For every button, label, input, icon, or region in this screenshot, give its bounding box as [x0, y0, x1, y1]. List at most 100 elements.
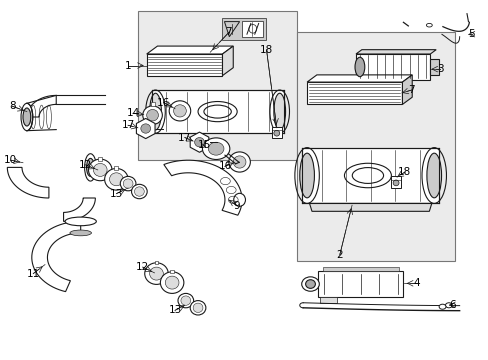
- Text: 18: 18: [397, 167, 411, 177]
- Polygon shape: [27, 95, 56, 117]
- Polygon shape: [63, 198, 95, 221]
- Ellipse shape: [190, 301, 205, 315]
- Bar: [242, 21, 262, 37]
- Ellipse shape: [228, 152, 250, 172]
- Bar: [114, 166, 118, 170]
- Text: 8: 8: [9, 101, 16, 111]
- Text: 16: 16: [157, 98, 170, 108]
- Text: 16: 16: [218, 161, 231, 171]
- Text: 14: 14: [126, 108, 140, 118]
- Polygon shape: [32, 221, 81, 292]
- Ellipse shape: [23, 108, 31, 126]
- Bar: [138, 11, 296, 160]
- Ellipse shape: [131, 184, 147, 199]
- Polygon shape: [151, 90, 283, 133]
- Ellipse shape: [21, 103, 33, 131]
- Ellipse shape: [178, 293, 193, 308]
- Polygon shape: [317, 271, 403, 297]
- Text: 7: 7: [407, 85, 414, 95]
- Ellipse shape: [233, 156, 245, 168]
- Text: 9: 9: [233, 201, 240, 211]
- Text: 15: 15: [197, 140, 211, 150]
- Text: 17: 17: [178, 132, 191, 143]
- Ellipse shape: [173, 105, 186, 117]
- Bar: [154, 261, 158, 264]
- Polygon shape: [390, 176, 400, 188]
- Ellipse shape: [149, 267, 163, 280]
- Polygon shape: [402, 75, 411, 104]
- Ellipse shape: [142, 106, 162, 125]
- Bar: [98, 157, 102, 161]
- Ellipse shape: [426, 23, 431, 27]
- Polygon shape: [7, 167, 49, 198]
- Ellipse shape: [299, 153, 314, 198]
- Ellipse shape: [305, 280, 315, 288]
- Text: 12: 12: [79, 160, 92, 170]
- Ellipse shape: [438, 304, 445, 309]
- Ellipse shape: [203, 105, 231, 118]
- Text: 2: 2: [336, 249, 343, 260]
- Text: 13: 13: [109, 189, 123, 199]
- Polygon shape: [146, 46, 233, 54]
- Ellipse shape: [88, 159, 112, 181]
- Ellipse shape: [109, 173, 123, 186]
- Text: 3: 3: [436, 64, 443, 74]
- Ellipse shape: [208, 142, 224, 155]
- Ellipse shape: [120, 176, 136, 191]
- Text: 10: 10: [4, 155, 17, 165]
- Ellipse shape: [445, 303, 451, 308]
- Bar: [297, 32, 454, 261]
- Polygon shape: [355, 50, 435, 54]
- Bar: [170, 270, 174, 273]
- Ellipse shape: [123, 179, 133, 188]
- Polygon shape: [320, 297, 337, 303]
- Ellipse shape: [426, 153, 441, 198]
- Ellipse shape: [198, 102, 237, 122]
- Bar: [322, 267, 398, 271]
- Ellipse shape: [165, 276, 179, 289]
- Ellipse shape: [273, 93, 285, 130]
- Text: 18: 18: [259, 45, 273, 55]
- Ellipse shape: [144, 263, 168, 284]
- Ellipse shape: [86, 158, 94, 176]
- Ellipse shape: [134, 187, 144, 196]
- Text: 17: 17: [121, 120, 135, 130]
- Bar: [150, 102, 154, 106]
- Polygon shape: [190, 132, 208, 152]
- Ellipse shape: [351, 168, 383, 184]
- Bar: [222, 18, 265, 40]
- Ellipse shape: [194, 138, 204, 147]
- Text: 1: 1: [124, 60, 131, 71]
- Polygon shape: [146, 54, 222, 76]
- Ellipse shape: [181, 296, 190, 305]
- Polygon shape: [163, 160, 242, 215]
- Text: 13: 13: [168, 305, 182, 315]
- Text: 4: 4: [412, 278, 419, 288]
- Polygon shape: [136, 118, 155, 139]
- Ellipse shape: [344, 163, 390, 188]
- Text: 7: 7: [225, 27, 232, 37]
- Polygon shape: [306, 82, 402, 104]
- Text: 11: 11: [26, 269, 40, 279]
- Ellipse shape: [202, 138, 229, 159]
- Ellipse shape: [141, 124, 150, 133]
- Text: 12: 12: [136, 262, 149, 272]
- Ellipse shape: [273, 130, 279, 136]
- Polygon shape: [355, 54, 429, 80]
- Ellipse shape: [65, 217, 96, 226]
- Polygon shape: [302, 148, 438, 203]
- Ellipse shape: [169, 101, 190, 121]
- Ellipse shape: [233, 193, 245, 206]
- Polygon shape: [222, 46, 233, 76]
- Ellipse shape: [84, 154, 96, 181]
- Ellipse shape: [93, 163, 107, 176]
- Ellipse shape: [70, 230, 91, 236]
- Ellipse shape: [301, 277, 319, 291]
- Ellipse shape: [354, 57, 364, 77]
- Ellipse shape: [146, 109, 158, 121]
- Polygon shape: [429, 59, 438, 75]
- Ellipse shape: [193, 303, 203, 312]
- Ellipse shape: [149, 93, 161, 130]
- Ellipse shape: [104, 168, 128, 190]
- Ellipse shape: [392, 180, 398, 186]
